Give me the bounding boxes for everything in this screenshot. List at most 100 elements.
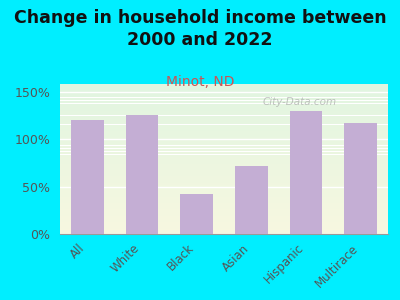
Bar <box>60 111 388 112</box>
Bar <box>60 228 388 229</box>
Bar <box>60 157 388 158</box>
Bar <box>60 199 388 200</box>
Bar <box>60 126 388 127</box>
Bar <box>60 202 388 203</box>
Bar <box>60 226 388 227</box>
Bar <box>60 90 388 91</box>
Bar <box>60 137 388 138</box>
Bar <box>60 209 388 210</box>
Bar <box>60 213 388 214</box>
Bar <box>60 95 388 96</box>
Bar <box>60 131 388 132</box>
Bar <box>60 149 388 150</box>
Bar <box>60 101 388 102</box>
Bar <box>60 198 388 199</box>
Bar <box>60 120 388 121</box>
Bar <box>60 169 388 170</box>
Bar <box>60 112 388 113</box>
Bar <box>60 132 388 133</box>
Bar <box>60 204 388 205</box>
Bar <box>71 120 104 234</box>
Bar <box>60 181 388 182</box>
Bar <box>60 189 388 190</box>
Bar <box>60 143 388 144</box>
Bar <box>60 154 388 155</box>
Bar <box>60 165 388 166</box>
Bar <box>60 216 388 217</box>
Bar <box>60 183 388 184</box>
Bar <box>60 177 388 178</box>
Bar <box>60 138 388 139</box>
Bar <box>60 156 388 157</box>
Bar <box>60 207 388 208</box>
Text: Change in household income between
2000 and 2022: Change in household income between 2000 … <box>14 9 386 49</box>
Bar <box>60 140 388 141</box>
Bar <box>60 190 388 191</box>
Bar <box>290 111 322 234</box>
Bar <box>60 223 388 224</box>
Bar <box>60 191 388 192</box>
Bar <box>60 136 388 137</box>
Bar <box>60 167 388 168</box>
Bar <box>60 218 388 219</box>
Bar <box>60 225 388 226</box>
Bar <box>60 127 388 128</box>
Bar <box>60 188 388 189</box>
Bar <box>60 92 388 93</box>
Bar <box>60 175 388 176</box>
Bar <box>60 231 388 232</box>
Bar <box>60 119 388 120</box>
Bar <box>60 219 388 220</box>
Bar <box>60 230 388 231</box>
Bar <box>60 192 388 193</box>
Bar <box>60 106 388 107</box>
Bar <box>60 217 388 218</box>
Bar <box>60 89 388 90</box>
Bar <box>60 178 388 179</box>
Bar <box>60 224 388 225</box>
Bar <box>60 233 388 234</box>
Bar <box>60 116 388 117</box>
Bar <box>60 94 388 95</box>
Bar <box>60 88 388 89</box>
Bar <box>60 146 388 147</box>
Bar <box>60 144 388 145</box>
Bar <box>60 180 388 181</box>
Bar <box>180 194 213 234</box>
Bar <box>60 103 388 104</box>
Bar <box>126 115 158 234</box>
Bar <box>60 123 388 124</box>
Bar <box>60 193 388 194</box>
Bar <box>60 197 388 198</box>
Bar <box>60 194 388 195</box>
Bar <box>60 129 388 130</box>
Bar <box>60 141 388 142</box>
Bar <box>60 220 388 221</box>
Bar <box>60 122 388 123</box>
Bar <box>60 152 388 153</box>
Bar <box>60 222 388 223</box>
Bar <box>60 210 388 211</box>
Bar <box>60 172 388 173</box>
Bar <box>60 139 388 140</box>
Bar <box>60 151 388 152</box>
Bar <box>60 187 388 188</box>
Bar <box>60 118 388 119</box>
Text: City-Data.com: City-Data.com <box>262 97 336 107</box>
Bar <box>60 118 388 119</box>
Text: Minot, ND: Minot, ND <box>166 75 234 89</box>
Bar <box>60 212 388 213</box>
Bar <box>60 87 388 88</box>
Bar <box>60 128 388 129</box>
Bar <box>60 205 388 206</box>
Bar <box>60 227 388 228</box>
Bar <box>60 206 388 207</box>
Bar <box>60 160 388 161</box>
Bar <box>60 195 388 196</box>
Bar <box>60 163 388 164</box>
Bar <box>60 200 388 201</box>
Bar <box>60 107 388 108</box>
Bar <box>60 174 388 175</box>
Bar <box>60 134 388 135</box>
Bar <box>60 117 388 118</box>
